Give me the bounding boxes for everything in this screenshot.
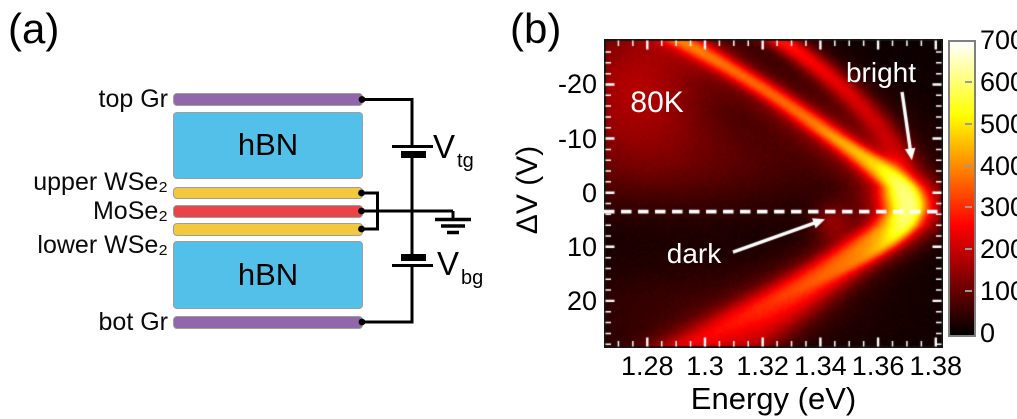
label-mose2: MoSe₂ — [0, 198, 168, 224]
label-lower-wse2: lower WSe₂ — [0, 232, 168, 258]
bracket-sample-layers — [362, 193, 378, 229]
colorbar-tick-label: 300 — [980, 192, 1017, 222]
x-tick-label: 1.38 — [901, 351, 971, 381]
temperature-annotation: 80K — [630, 86, 683, 120]
colorbar-tick-label: 600 — [980, 67, 1017, 97]
layer-upper-wse2 — [173, 187, 363, 199]
label-top-gr: top Gr — [0, 86, 168, 112]
y-tick-label: 0 — [535, 178, 597, 208]
colorbar-tick-mark — [965, 206, 972, 208]
colorbar-tick-label: 400 — [980, 151, 1017, 181]
battery-bg-short-plate — [401, 254, 426, 261]
layer-hbn-bottom: hBN — [173, 241, 363, 309]
colorbar-tick-mark — [965, 123, 972, 125]
colorbar-tick-mark — [965, 248, 972, 250]
y-tick-label: 10 — [535, 232, 597, 262]
layer-hbn-top: hBN — [173, 112, 363, 179]
colorbar-tick-label: 500 — [980, 109, 1017, 139]
y-tick-label: -10 — [535, 124, 597, 154]
layer-lower-wse2 — [173, 223, 363, 236]
bright-annotation: bright — [846, 57, 916, 89]
colorbar-tick-label: 0 — [980, 318, 1017, 348]
x-axis-title: Energy (eV) — [653, 381, 894, 417]
heatmap-plot: 80K bright dark — [604, 39, 943, 348]
panel-a-label: (a) — [8, 8, 59, 50]
layer-top-graphene — [173, 93, 363, 106]
colorbar-tick-label: 700 — [980, 25, 1017, 55]
hbn-bottom-text: hBN — [174, 242, 362, 307]
colorbar — [948, 40, 976, 337]
layer-mose2 — [173, 205, 363, 218]
label-upper-wse2: upper WSe₂ — [0, 169, 168, 195]
colorbar-tick-mark — [965, 81, 972, 83]
label-bot-gr: bot Gr — [0, 309, 168, 335]
wire-bottom-gate — [362, 266, 412, 322]
colorbar-tick-label: 200 — [980, 234, 1017, 264]
y-tick-label: -20 — [535, 69, 597, 99]
battery-tg-short-plate — [401, 151, 426, 158]
colorbar-tick-label: 100 — [980, 276, 1017, 306]
v-tg-label: Vtg — [433, 128, 472, 166]
panel-b-label: (b) — [510, 8, 561, 50]
v-tg-symbol: V — [433, 128, 455, 165]
v-tg-subscript: tg — [457, 150, 474, 172]
hbn-top-text: hBN — [174, 113, 362, 177]
figure: (a) top Gr upper WSe₂ MoSe₂ lower WSe₂ b… — [0, 0, 1017, 419]
v-bg-label: Vbg — [437, 245, 481, 283]
wire-top-gate — [362, 100, 412, 147]
dark-annotation: dark — [667, 238, 721, 270]
v-bg-subscript: bg — [461, 267, 483, 289]
colorbar-tick-mark — [965, 290, 972, 292]
y-tick-label: 20 — [535, 286, 597, 316]
layer-bot-graphene — [173, 316, 363, 329]
v-bg-symbol: V — [437, 245, 459, 282]
colorbar-tick-mark — [965, 165, 972, 167]
